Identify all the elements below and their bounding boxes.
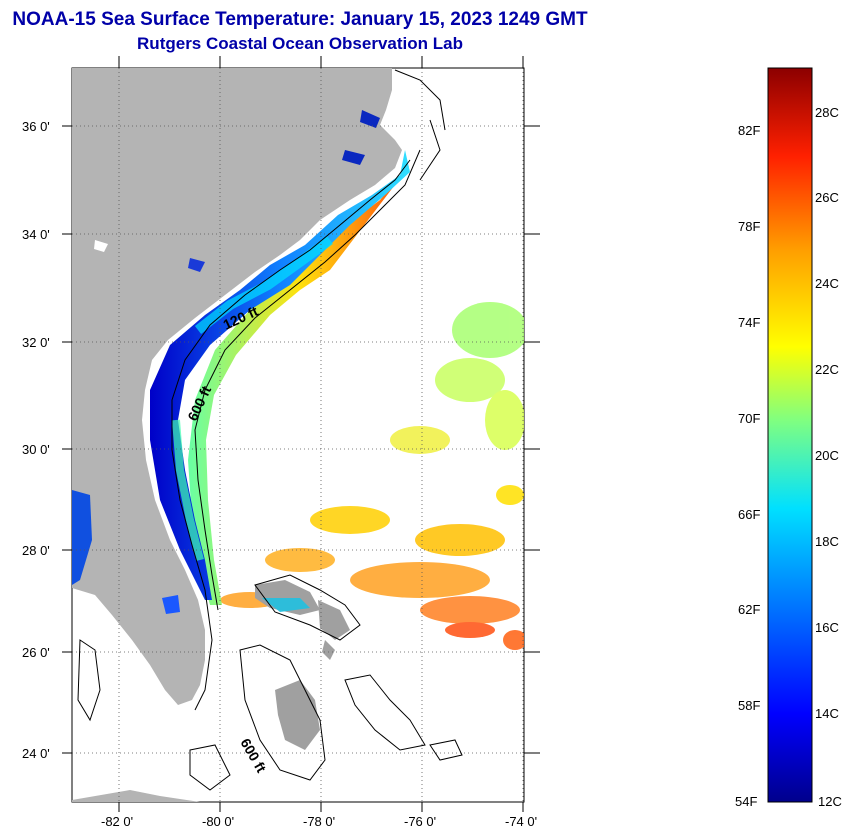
lake-okeechobee [162, 595, 180, 614]
colorbar-f-label: 78F [738, 219, 760, 234]
temperature-colorbar [767, 67, 813, 803]
lake [188, 258, 205, 272]
colorbar-c-label: 26C [815, 190, 839, 205]
lake [360, 110, 380, 128]
lon-label: -78 0' [303, 814, 335, 829]
lon-label: -74 0' [505, 814, 537, 829]
lon-label: -76 0' [404, 814, 436, 829]
map-title: NOAA-15 Sea Surface Temperature: January… [12, 9, 588, 30]
colorbar-f-label: 66F [738, 507, 760, 522]
lat-label: 36 0' [22, 119, 50, 134]
lat-label: 26 0' [22, 645, 50, 660]
colorbar-f-label: 74F [738, 315, 760, 330]
isobath-contours [77, 69, 463, 791]
land-us-southeast [72, 68, 402, 705]
lat-label: 28 0' [22, 543, 50, 558]
colorbar-f-label: 70F [738, 411, 760, 426]
lat-label: 34 0' [22, 227, 50, 242]
colorbar-c-label: 20C [815, 448, 839, 463]
colorbar-f-label: 54F [735, 794, 757, 809]
colorbar-f-label: 82F [738, 123, 760, 138]
colorbar-c-label: 16C [815, 620, 839, 635]
colorbar-c-label: 12C [818, 794, 842, 809]
lake [342, 150, 365, 165]
colorbar-f-label: 58F [738, 698, 760, 713]
colorbar-c-label: 24C [815, 276, 839, 291]
colorbar-c-label: 18C [815, 534, 839, 549]
lat-lon-grid [72, 68, 524, 802]
lat-label: 24 0' [22, 746, 50, 761]
colorbar-c-label: 14C [815, 706, 839, 721]
colorbar-c-label: 28C [815, 105, 839, 120]
map-subtitle: Rutgers Coastal Ocean Observation Lab [137, 34, 463, 53]
lon-label: -80 0' [202, 814, 234, 829]
coastal-cold-water [150, 150, 410, 600]
florida-west-coast-water [72, 490, 92, 585]
colorbar-c-label: 22C [815, 362, 839, 377]
lake [94, 240, 108, 252]
lat-label: 32 0' [22, 335, 50, 350]
offshore-sst-patches [220, 302, 524, 650]
frame-ticks [62, 56, 540, 812]
lat-label: 30 0' [22, 442, 50, 457]
colorbar-f-label: 62F [738, 602, 760, 617]
lon-label: -82 0' [101, 814, 133, 829]
